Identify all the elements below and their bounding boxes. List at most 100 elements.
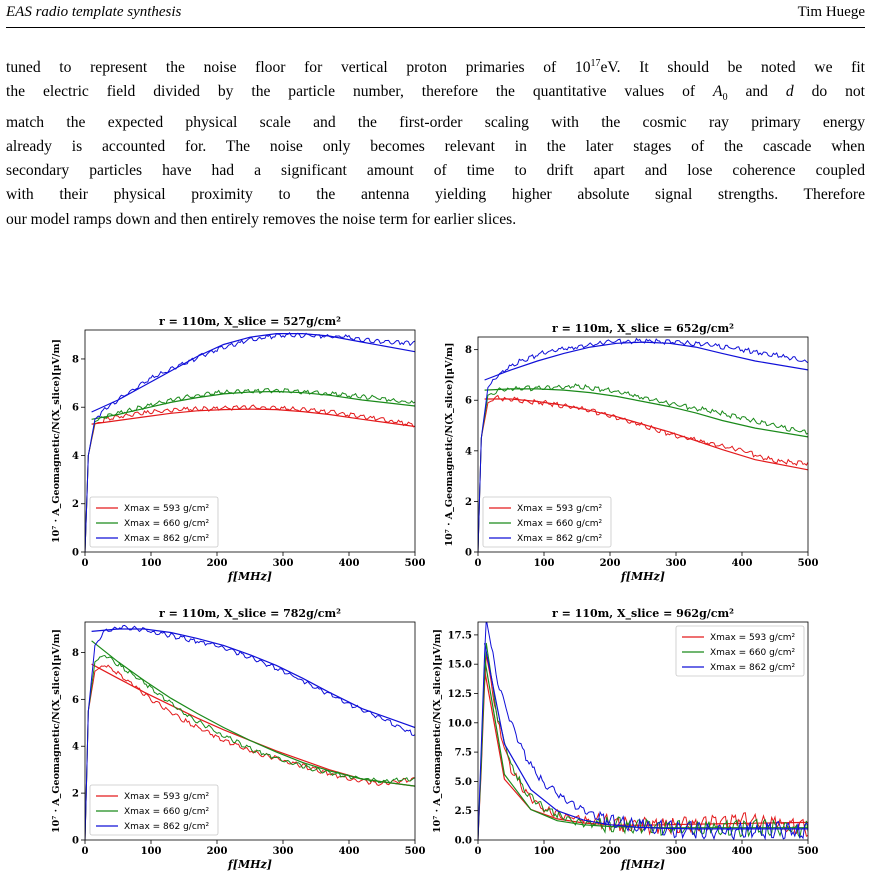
- legend-label: Xmax = 593 g/cm²: [517, 504, 603, 514]
- legend-label: Xmax = 862 g/cm²: [517, 534, 603, 544]
- x-tick-label: 500: [405, 846, 426, 857]
- fit-line-blue: [484, 642, 808, 830]
- y-tick-label: 6: [72, 695, 79, 706]
- fit-line-blue: [484, 341, 808, 381]
- series-line-blue: [478, 622, 808, 840]
- legend: Xmax = 593 g/cm² Xmax = 660 g/cm² Xmax = 8…: [675, 625, 805, 677]
- y-tick-label: 8: [465, 345, 472, 356]
- y-tick-label: 6: [465, 396, 472, 407]
- legend: Xmax = 593 g/cm² Xmax = 660 g/cm² Xmax = 8…: [482, 496, 612, 548]
- x-tick-label: 300: [666, 846, 687, 857]
- y-tick-label: 4: [72, 451, 79, 462]
- y-tick-label: 0.0: [455, 836, 472, 847]
- chart-title: r = 110m, X_slice = 782g/cm²: [159, 607, 341, 621]
- x-tick-label: 500: [798, 846, 819, 857]
- y-tick-label: 8: [72, 354, 79, 365]
- series-line-green: [478, 642, 808, 840]
- y-tick-label: 5.0: [455, 777, 472, 788]
- paragraph-line: secondary particles have had a significa…: [6, 162, 865, 180]
- chart-panel-4: r = 110m, X_slice = 962g/cm² 0 100 200 300 40…: [432, 607, 818, 871]
- x-axis-label: f[MHz]: [227, 570, 272, 583]
- y-axis-label: 10⁷ · A_Geomagnetic/N(X_slice)[μV/m]: [51, 339, 62, 543]
- legend-label: Xmax = 660 g/cm²: [710, 648, 796, 658]
- x-tick-label: 500: [405, 558, 426, 569]
- legend-label: Xmax = 862 g/cm²: [124, 534, 210, 544]
- x-tick-label: 200: [207, 558, 228, 569]
- fit-line-blue: [91, 333, 415, 413]
- fit-line-red: [91, 663, 415, 787]
- x-tick-label: 300: [273, 558, 294, 569]
- fit-line-green: [91, 640, 415, 787]
- legend-label: Xmax = 593 g/cm²: [124, 504, 210, 514]
- y-tick-label: 2: [72, 789, 79, 800]
- legend-box: [89, 784, 219, 836]
- paragraph-line: with their physical proximity to the ant…: [6, 186, 865, 204]
- y-tick-label: 15.0: [448, 660, 472, 671]
- x-tick-label: 0: [82, 558, 89, 569]
- x-tick-label: 0: [475, 846, 482, 857]
- y-axis-label: 10⁷ · A_Geomagnetic/N(X_slice)[μV/m]: [51, 629, 62, 833]
- header-title: EAS radio template synthesis: [6, 4, 182, 20]
- y-axis-label: 10⁷ · A_Geomagnetic/N(X_slice)[μV/m]: [444, 343, 455, 547]
- plot-frame: [477, 621, 809, 841]
- y-tick-label: 2: [465, 497, 472, 508]
- series-line-green: [478, 383, 808, 552]
- y-tick-label: 0: [72, 548, 79, 559]
- legend-label: Xmax = 660 g/cm²: [124, 807, 210, 817]
- x-tick-label: 200: [600, 558, 621, 569]
- fit-line-red: [91, 408, 415, 428]
- x-tick-label: 400: [339, 846, 360, 857]
- legend-box: [482, 496, 612, 548]
- paragraph-line: match the expected physical scale and th…: [6, 113, 865, 131]
- x-tick-label: 300: [273, 846, 294, 857]
- legend-label: Xmax = 593 g/cm²: [710, 633, 796, 643]
- x-tick-label: 0: [82, 846, 89, 857]
- chart-title: r = 110m, X_slice = 527g/cm²: [159, 315, 341, 329]
- plot-frame: [84, 621, 416, 841]
- y-tick-label: 17.5: [448, 630, 472, 641]
- legend: Xmax = 593 g/cm² Xmax = 660 g/cm² Xmax = 8…: [89, 784, 219, 836]
- x-axis-label: f[MHz]: [227, 858, 272, 871]
- x-tick-label: 200: [600, 846, 621, 857]
- x-tick-label: 100: [534, 846, 555, 857]
- y-tick-label: 8: [72, 648, 79, 659]
- y-tick-label: 2.5: [455, 806, 472, 817]
- legend: Xmax = 593 g/cm² Xmax = 660 g/cm² Xmax = 8…: [89, 496, 219, 548]
- x-axis-label: f[MHz]: [620, 570, 665, 583]
- legend-label: Xmax = 862 g/cm²: [124, 822, 210, 832]
- plot-frame: [477, 336, 809, 553]
- x-tick-label: 0: [475, 558, 482, 569]
- x-tick-label: 300: [666, 558, 687, 569]
- legend-label: Xmax = 660 g/cm²: [517, 519, 603, 529]
- chart-title: r = 110m, X_slice = 962g/cm²: [552, 607, 734, 621]
- y-axis-label: 10⁷ · A_Geomagnetic/N(X_slice)[μV/m]: [432, 629, 443, 833]
- y-tick-label: 10.0: [448, 718, 472, 729]
- fit-line-green: [484, 658, 808, 829]
- legend-label: Xmax = 862 g/cm²: [710, 663, 796, 673]
- series-line-blue: [85, 331, 415, 552]
- y-tick-label: 0: [465, 548, 472, 559]
- y-tick-label: 2: [72, 499, 79, 510]
- x-tick-label: 100: [534, 558, 555, 569]
- x-tick-label: 400: [339, 558, 360, 569]
- x-tick-label: 500: [798, 558, 819, 569]
- paragraph-line: already is accounted for. The noise only…: [6, 137, 865, 155]
- body-paragraph: tuned to represent the noise floor for v…: [6, 52, 865, 232]
- chart-title: r = 110m, X_slice = 652g/cm²: [552, 322, 734, 336]
- legend-box: [675, 625, 805, 677]
- x-tick-label: 100: [141, 846, 162, 857]
- plot-frame: [84, 329, 416, 553]
- legend-label: Xmax = 660 g/cm²: [124, 519, 210, 529]
- running-header: EAS radio template synthesis Tim Huege: [6, 0, 865, 28]
- y-tick-label: 0: [72, 836, 79, 847]
- x-tick-label: 400: [732, 558, 753, 569]
- x-tick-label: 100: [141, 558, 162, 569]
- y-tick-label: 4: [465, 446, 472, 457]
- legend-label: Xmax = 593 g/cm²: [124, 792, 210, 802]
- x-axis-label: f[MHz]: [620, 858, 665, 871]
- y-tick-label: 7.5: [455, 748, 472, 759]
